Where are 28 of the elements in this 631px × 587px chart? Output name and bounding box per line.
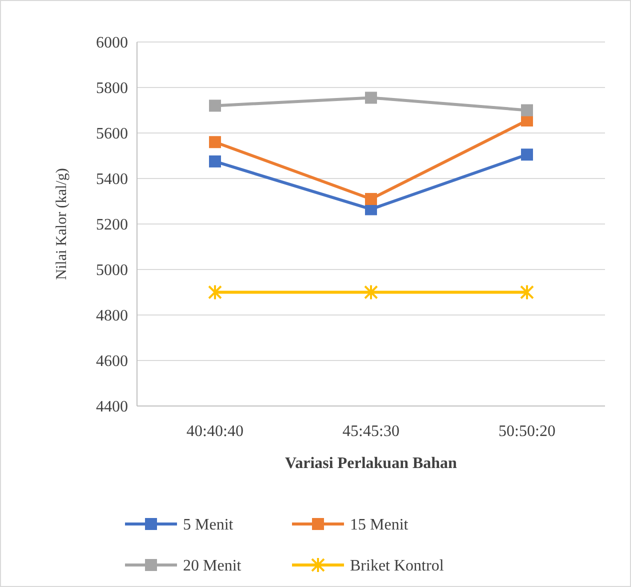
y-tick-label: 4400 (96, 398, 128, 416)
legend-label: 15 Menit (350, 516, 409, 534)
point (208, 284, 222, 300)
y-axis-title: Nilai Kalor (kal/g) (54, 168, 70, 280)
legend-label: 20 Menit (183, 558, 242, 575)
x-axis-title: Variasi Perlakuan Bahan (285, 455, 458, 472)
y-tick-label: 5200 (96, 216, 128, 234)
y-tick-label: 5600 (96, 126, 128, 143)
legend-label: 5 Menit (183, 516, 234, 534)
point (521, 148, 533, 161)
x-tick-label: 40:40:40 (186, 423, 244, 440)
point (209, 155, 221, 168)
x-tick-label: 45:45:30 (342, 423, 400, 440)
point (521, 104, 533, 116)
y-tick-label: 4600 (96, 353, 128, 370)
y-tick-label: 5000 (96, 262, 128, 280)
legend-label: Briket Kontrol (350, 558, 444, 575)
point (209, 136, 221, 148)
x-tick-label: 50:50:20 (498, 423, 556, 440)
point (364, 284, 378, 300)
point (209, 100, 221, 112)
point (365, 92, 377, 104)
y-tick-label: 4800 (96, 308, 128, 325)
point (365, 192, 377, 205)
y-tick-label: 5800 (96, 80, 128, 98)
point (520, 284, 534, 300)
y-tick-label: 6000 (96, 34, 128, 52)
y-tick-label: 5400 (96, 171, 128, 188)
